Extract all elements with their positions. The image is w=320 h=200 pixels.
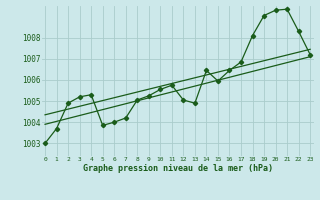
X-axis label: Graphe pression niveau de la mer (hPa): Graphe pression niveau de la mer (hPa) (83, 164, 273, 173)
